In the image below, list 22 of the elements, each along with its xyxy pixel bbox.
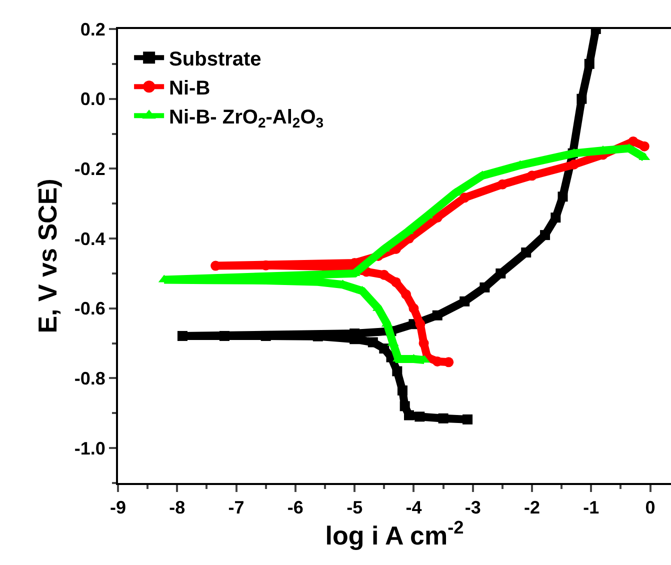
legend-label: Ni-B- ZrO$_{2}$-Al$_{2}$O$_{3}$ <box>169 106 324 131</box>
y-tick-label: 0.0 <box>80 89 106 110</box>
legend-label: Ni-B <box>169 77 210 100</box>
y-tick-label: -1.0 <box>74 438 106 458</box>
y-tick-label: -0.2 <box>74 158 106 179</box>
y-tick-label: -0.6 <box>74 298 106 319</box>
x-tick-label: -8 <box>169 498 186 518</box>
x-tick-label: 0 <box>645 498 656 518</box>
x-tick-label: -1 <box>583 498 600 518</box>
x-tick-label: -4 <box>406 498 422 518</box>
y-tick-label: -0.4 <box>74 228 106 249</box>
x-tick-label: -5 <box>346 498 363 518</box>
x-tick-label: -2 <box>524 498 540 518</box>
y-axis-title: E, V vs SCE) <box>32 178 62 334</box>
y-tick-label: 0.2 <box>80 19 106 40</box>
y-tick-label: -0.8 <box>74 368 106 389</box>
x-tick-label: -9 <box>110 498 126 518</box>
legend-label: Substrate <box>169 48 262 70</box>
x-tick-label: -3 <box>464 498 481 518</box>
x-axis-title: log i A cm$^{-2}$ <box>325 518 464 551</box>
x-tick-label: -6 <box>287 498 304 518</box>
x-tick-label: -7 <box>228 498 244 518</box>
